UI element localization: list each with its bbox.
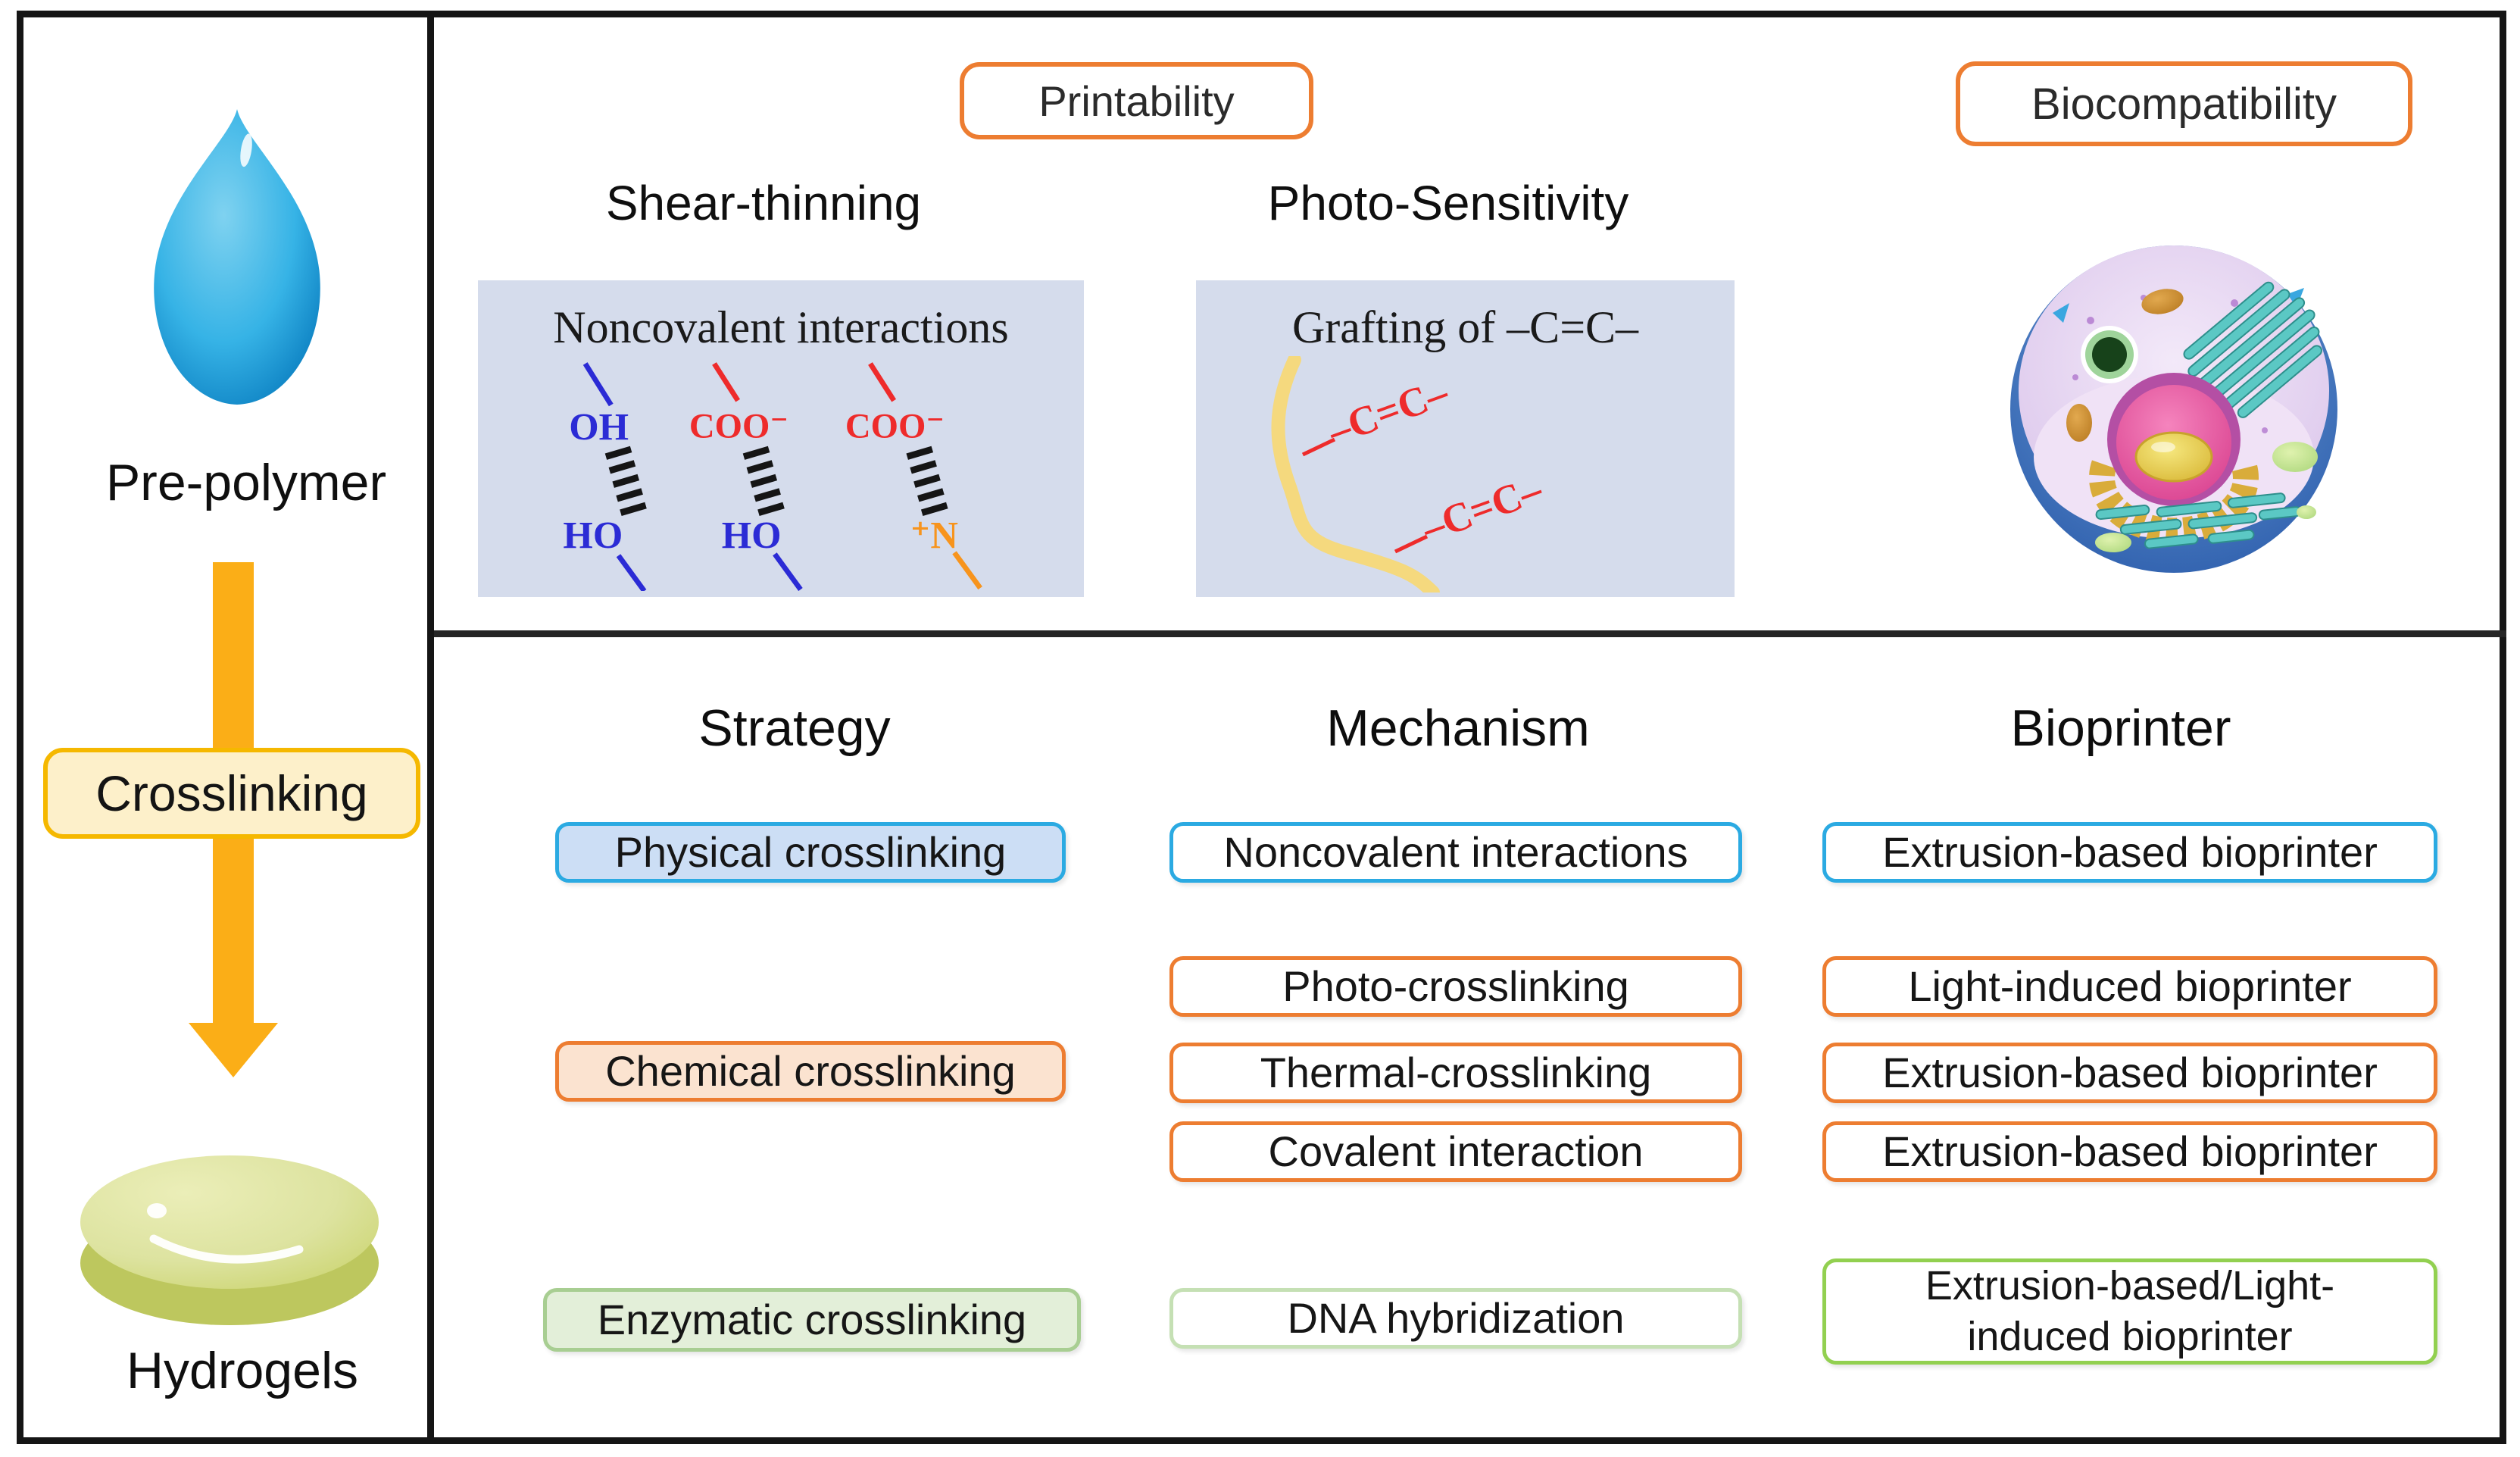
extrusion-bioprinter-label-3: Extrusion-based bioprinter — [1882, 1127, 2378, 1175]
horizontal-divider — [434, 630, 2506, 637]
printability-label: Printability — [1038, 77, 1235, 125]
pre-polymer-label: Pre-polymer — [105, 454, 387, 511]
strategy-box-physical-crosslinking: Physical crosslinking — [555, 822, 1066, 883]
bioprinter-box-extrusion-light-induced: Extrusion-based/Light- induced bioprinte… — [1822, 1258, 2437, 1365]
extrusion-bioprinter-label-2: Extrusion-based bioprinter — [1882, 1049, 2378, 1096]
photo-crosslinking-label: Photo-crosslinking — [1282, 962, 1629, 1010]
covalent-interaction-label: Covalent interaction — [1268, 1127, 1644, 1175]
thermal-crosslinking-label: Thermal-crosslinking — [1260, 1049, 1652, 1096]
mechanism-box-noncovalent-interactions: Noncovalent interactions — [1169, 822, 1742, 883]
cell-illustration — [2010, 245, 2337, 573]
photo-sensitivity-heading: Photo-Sensitivity — [1267, 176, 1629, 230]
column-header-mechanism: Mechanism — [1326, 699, 1590, 757]
svg-text:–C=C–: –C=C– — [1322, 369, 1454, 455]
svg-text:HO: HO — [722, 514, 782, 556]
svg-text:COO⁻: COO⁻ — [845, 406, 945, 446]
extrusion-bioprinter-label-1: Extrusion-based bioprinter — [1882, 828, 2378, 876]
photo-sensitivity-panel: Grafting of –C=C– –C=C– –C=C– — [1196, 280, 1735, 597]
extrusion-light-bioprinter-line2: induced bioprinter — [1967, 1314, 2293, 1359]
hydrogels-label: Hydrogels — [126, 1342, 359, 1399]
printability-badge: Printability — [960, 62, 1313, 139]
crosslinking-badge: Crosslinking — [43, 748, 420, 839]
svg-text:⁺N: ⁺N — [910, 514, 958, 556]
vertical-divider — [427, 11, 434, 1437]
crosslinking-arrow-head — [189, 1023, 278, 1077]
mechanism-box-dna-hybridization: DNA hybridization — [1169, 1288, 1742, 1349]
chemical-crosslinking-label: Chemical crosslinking — [605, 1047, 1016, 1095]
mechanism-box-covalent-interaction: Covalent interaction — [1169, 1121, 1742, 1182]
bioprinter-box-extrusion-physical: Extrusion-based bioprinter — [1822, 822, 2437, 883]
noncovalent-interactions-panel: Noncovalent interactions OH HO COO⁻ HO — [478, 280, 1084, 597]
column-header-strategy: Strategy — [698, 699, 891, 757]
strategy-box-enzymatic-crosslinking: Enzymatic crosslinking — [543, 1288, 1081, 1352]
grafted-polymer-chain-illustration: –C=C– –C=C– — [1271, 356, 1548, 592]
strategy-box-chemical-crosslinking: Chemical crosslinking — [555, 1041, 1066, 1102]
photo-panel-title: Grafting of –C=C– — [1291, 302, 1639, 352]
crosslinking-label: Crosslinking — [95, 765, 368, 821]
svg-text:HO: HO — [563, 514, 623, 556]
physical-crosslinking-label: Physical crosslinking — [614, 828, 1007, 876]
hydrogel-disc-illustration — [80, 1155, 379, 1325]
hydrogen-bond-pair-1: OH HO — [563, 362, 647, 591]
hydrogen-bond-pair-2: COO⁻ HO — [689, 362, 803, 591]
noncovalent-panel-title: Noncovalent interactions — [553, 302, 1009, 352]
biocompatibility-badge: Biocompatibility — [1956, 61, 2412, 146]
hydrogen-bond-pair-3: COO⁻ ⁺N — [845, 362, 982, 590]
bioprinter-box-light-induced: Light-induced bioprinter — [1822, 956, 2437, 1017]
svg-text:OH: OH — [569, 405, 629, 448]
extrusion-light-bioprinter-line1: Extrusion-based/Light- — [1925, 1262, 2335, 1308]
svg-text:–C=C–: –C=C– — [1416, 466, 1548, 552]
mechanism-box-thermal-crosslinking: Thermal-crosslinking — [1169, 1043, 1742, 1103]
light-induced-bioprinter-label: Light-induced bioprinter — [1908, 962, 2352, 1010]
enzymatic-crosslinking-label: Enzymatic crosslinking — [597, 1296, 1027, 1343]
pre-polymer-droplet-illustration — [154, 109, 320, 405]
biocompatibility-label: Biocompatibility — [2031, 79, 2337, 129]
bioprinter-box-extrusion-thermal: Extrusion-based bioprinter — [1822, 1043, 2437, 1103]
column-header-bioprinter: Bioprinter — [2010, 699, 2231, 757]
mechanism-box-photo-crosslinking: Photo-crosslinking — [1169, 956, 1742, 1017]
dna-hybridization-label: DNA hybridization — [1287, 1294, 1625, 1342]
bioprinter-box-extrusion-covalent: Extrusion-based bioprinter — [1822, 1121, 2437, 1182]
noncovalent-interactions-label: Noncovalent interactions — [1223, 828, 1688, 876]
svg-text:COO⁻: COO⁻ — [689, 406, 788, 446]
shear-thinning-heading: Shear-thinning — [605, 176, 922, 230]
figure-outer-frame — [17, 11, 2506, 1444]
